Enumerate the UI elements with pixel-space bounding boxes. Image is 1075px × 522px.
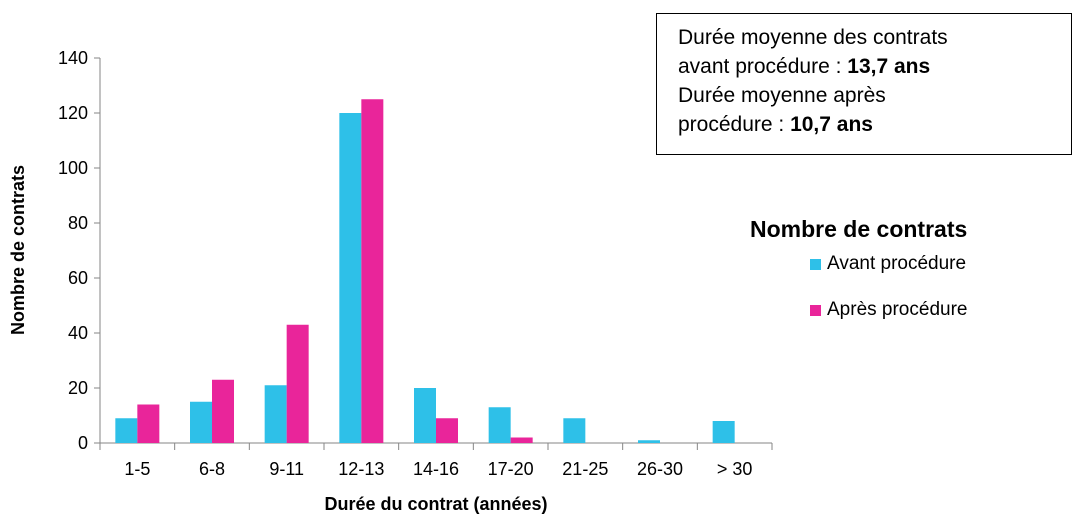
bar-avant-1-5 (115, 418, 138, 443)
x-tick-label: 21-25 (562, 459, 608, 479)
bar-apres-1-5 (137, 404, 160, 443)
bar-apres-9-11 (286, 324, 309, 443)
x-axis: 1-5 6-8 9-11 12-13 14-16 17-20 21-25 26-30 > 30 (99, 442, 773, 479)
y-tick-label: 20 (68, 378, 88, 398)
bar-apres-14-16 (436, 418, 458, 443)
x-tick-label: 6-8 (199, 459, 225, 479)
annotation-line-1: Durée moyenne des contrats (678, 26, 948, 49)
legend-swatch-avant (810, 258, 821, 270)
bar-apres-17-20 (510, 437, 533, 443)
legend: Nombre de contrats Avant procédure Après… (750, 212, 967, 344)
y-tick-label: 100 (58, 158, 88, 178)
x-tick-label: 12-13 (338, 459, 384, 479)
x-tick-label: 26-30 (637, 459, 683, 479)
bar-avant-9-11 (264, 385, 287, 443)
legend-title: Nombre de contrats (750, 216, 968, 242)
y-tick-label: 0 (78, 433, 88, 453)
bar-avant-30 (712, 421, 735, 443)
annotation-line-2: avant procédure : 13,7 ans (678, 55, 931, 78)
y-tick-label: 80 (68, 213, 88, 233)
legend-item-avant: Avant procédure (810, 252, 967, 276)
annotation-line-4: procédure : 10,7 ans (678, 113, 873, 136)
avg-duration-before-value: 13,7 ans (847, 55, 931, 78)
annotation-line-3: Durée moyenne après (678, 84, 886, 107)
y-tick-label: 140 (58, 48, 88, 68)
bar-apres-12-13 (361, 99, 384, 443)
x-tick-label: 1-5 (124, 459, 150, 479)
bar-avant-6-8 (190, 401, 212, 443)
legend-item-apres: Après procédure (810, 298, 967, 322)
y-axis: 0 20 40 60 80 100 120 140 (58, 48, 101, 453)
legend-swatch-apres (810, 304, 821, 316)
x-tick-label: > 30 (717, 459, 753, 479)
y-tick-label: 60 (68, 268, 88, 288)
summary-annotation-box: Durée moyenne des contrats avant procédu… (656, 13, 1072, 155)
bar-avant-17-20 (488, 407, 511, 443)
legend-label-avant: Avant procédure (827, 253, 967, 274)
bars (115, 99, 735, 443)
x-axis-title: Durée du contrat (années) (324, 494, 547, 514)
bar-avant-26-30 (638, 440, 660, 443)
y-tick-label: 40 (68, 323, 88, 343)
bar-apres-6-8 (212, 379, 234, 443)
y-tick-label: 120 (58, 103, 88, 123)
x-tick-label: 17-20 (488, 459, 534, 479)
legend-label-apres: Après procédure (827, 299, 968, 320)
bar-avant-21-25 (563, 418, 586, 443)
bar-avant-12-13 (339, 113, 362, 443)
bar-avant-14-16 (414, 388, 436, 443)
y-axis-title: Nombre de contrats (8, 165, 28, 335)
avg-duration-after-value: 10,7 ans (790, 113, 873, 136)
x-tick-label: 14-16 (413, 459, 459, 479)
x-tick-label: 9-11 (269, 459, 304, 479)
